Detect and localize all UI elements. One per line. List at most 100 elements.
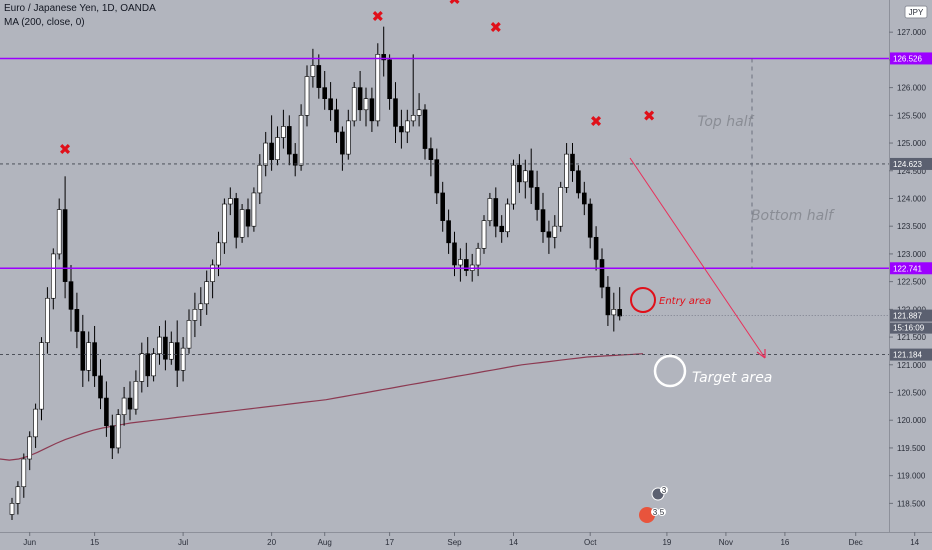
candle	[56, 198, 62, 260]
candle-body	[410, 115, 416, 122]
candle	[493, 187, 499, 238]
candle	[522, 159, 528, 199]
candle	[328, 82, 333, 121]
level-tag-lower-label: 122.741	[893, 264, 922, 273]
candle	[27, 431, 33, 471]
candle	[127, 381, 133, 421]
candle-body	[56, 209, 62, 255]
currency-badge: JPY	[904, 5, 928, 19]
countdown-tag: 15:16:09	[890, 322, 932, 334]
candle-body	[393, 98, 398, 127]
y-tick-label: 121.000	[897, 361, 926, 370]
ideas-badge-icon[interactable]	[639, 507, 655, 523]
candle	[334, 98, 339, 144]
candle	[292, 143, 298, 177]
x-tick-label: Dec	[849, 538, 863, 547]
candle-body	[570, 153, 575, 172]
candle	[174, 320, 180, 387]
candle-body	[192, 309, 198, 321]
candle-body	[169, 342, 174, 360]
candle-body	[286, 126, 292, 155]
x-tick-label: Oct	[584, 538, 597, 547]
candle	[263, 131, 269, 177]
candle-body	[174, 342, 180, 371]
countdown-tag-box	[890, 322, 932, 334]
x-tick-label: 16	[780, 538, 789, 547]
x-marker: ✖	[372, 8, 385, 25]
candle-body	[487, 198, 493, 221]
y-tick-label: 122.500	[897, 278, 926, 287]
candle	[375, 43, 381, 127]
candle-body	[534, 187, 540, 210]
candle-body	[228, 198, 233, 205]
last-price-tag-box	[890, 309, 932, 322]
candle	[357, 70, 363, 121]
projection-arrow-line	[629, 157, 766, 359]
candle-body	[304, 76, 310, 116]
candle-body	[245, 209, 251, 227]
candle	[458, 248, 463, 282]
x-marker: ✖	[590, 114, 603, 131]
x-marker: ✖	[643, 108, 656, 125]
candle	[446, 209, 451, 254]
candle-body	[33, 408, 38, 438]
y-tick-label: 125.000	[897, 139, 926, 148]
countdown-tag-label: 15:16:09	[893, 324, 925, 333]
candle	[186, 309, 192, 354]
candle-body	[233, 198, 239, 238]
candle	[68, 265, 74, 332]
candle-body	[599, 259, 605, 288]
entry-area-label: Entry area	[659, 296, 711, 307]
candle-body	[528, 170, 534, 188]
y-tick-label: 125.500	[897, 111, 926, 120]
candle	[570, 143, 575, 182]
level-tag-lower: 122.741	[890, 262, 932, 275]
x-tick-label: 15	[90, 538, 99, 547]
candle	[281, 109, 286, 149]
candle	[157, 325, 162, 365]
badge-count-label: 5	[660, 508, 665, 517]
candle	[86, 331, 91, 382]
candle	[399, 109, 404, 149]
last-price-tag-label: 121.887	[893, 312, 922, 321]
badge-count-label: 3	[653, 508, 658, 517]
candle	[387, 54, 392, 110]
candle-body	[98, 375, 103, 399]
candle-body	[511, 164, 516, 205]
candle	[50, 248, 56, 310]
x-tick-label: Jun	[23, 538, 36, 547]
candle	[275, 126, 280, 166]
candle	[121, 386, 127, 426]
candle	[9, 497, 15, 520]
candle	[104, 381, 109, 437]
candle	[233, 192, 239, 249]
candle-body	[446, 220, 451, 244]
candle-body	[517, 164, 522, 183]
bottom-half-label: Bottom half	[751, 208, 835, 224]
candle-body	[27, 436, 33, 460]
candle-body	[133, 381, 139, 410]
y-tick-label: 120.500	[897, 389, 926, 398]
candle	[381, 26, 387, 77]
y-tick-label: 119.000	[897, 472, 926, 481]
candle-body	[328, 98, 333, 111]
candle	[304, 65, 310, 127]
indicator-badge[interactable]: 3	[651, 486, 668, 501]
candle	[340, 126, 345, 171]
candle	[110, 414, 115, 460]
candle	[517, 154, 522, 193]
candle-body	[151, 353, 156, 377]
candle-body	[186, 320, 192, 349]
candle-body	[505, 203, 510, 233]
entry-circle	[630, 287, 656, 313]
candle	[534, 170, 540, 221]
candle	[169, 331, 174, 365]
candle	[611, 292, 617, 332]
candle-body	[74, 309, 80, 332]
currency-badge-box	[904, 5, 928, 19]
candle-body	[115, 414, 121, 449]
candle	[605, 276, 611, 326]
candle-body	[404, 120, 410, 133]
